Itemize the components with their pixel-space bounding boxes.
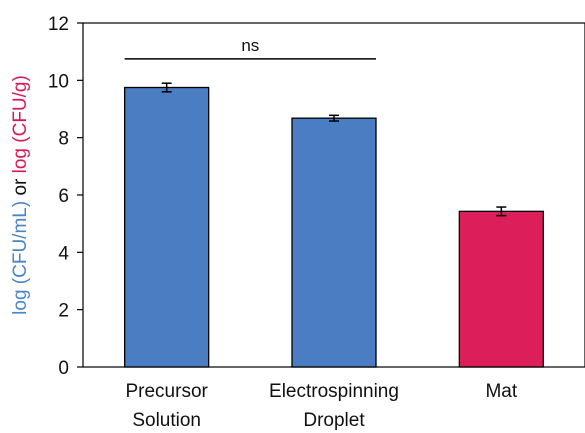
x-tick-label: Mat	[485, 381, 517, 402]
bars	[124, 86, 544, 368]
y-axis-label-part: log (CFU/mL)	[10, 201, 31, 315]
x-tick-label: Precursor Solution	[125, 381, 208, 431]
y-tick-label: 6	[58, 186, 69, 207]
bar	[458, 210, 544, 368]
y-tick-label: 2	[58, 301, 69, 322]
bar	[291, 117, 377, 368]
y-tick-label: 4	[58, 243, 69, 264]
y-axis-label-part: or	[10, 173, 31, 200]
error-bars	[161, 82, 507, 217]
y-axis-ticks: 0 2 4 6 8 10 12	[48, 14, 83, 379]
y-tick-label: 12	[48, 14, 69, 35]
annotations: ns	[124, 36, 376, 60]
y-axis-label: log (CFU/mL) or log (CFU/g)	[10, 75, 31, 315]
y-tick-label: 8	[58, 129, 69, 150]
y-tick-label: 10	[48, 71, 69, 92]
significance-label: ns	[241, 36, 259, 55]
y-axis-label-part: log (CFU/g)	[10, 75, 31, 173]
x-tick-label: Electrospinning Droplet	[269, 381, 399, 431]
y-tick-label: 0	[58, 358, 69, 379]
bar	[124, 86, 210, 368]
x-axis-labels: Precursor Solution Electrospinning Droplet M…	[125, 381, 517, 431]
